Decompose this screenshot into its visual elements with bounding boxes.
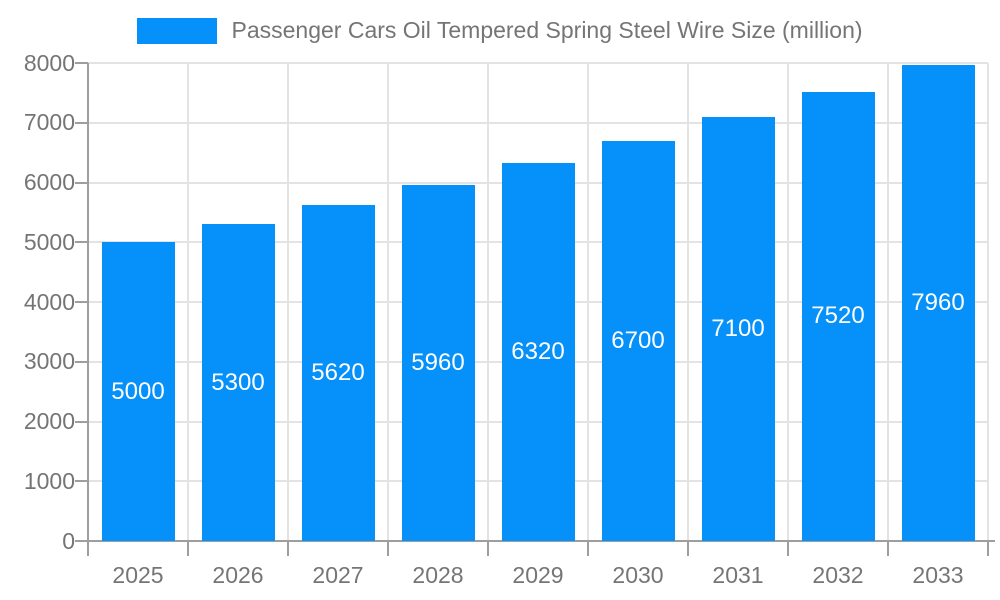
gridline-vertical [287, 63, 289, 541]
bar-value-label: 7100 [711, 314, 765, 342]
x-tick-mark [987, 541, 989, 556]
gridline-horizontal [88, 62, 988, 64]
y-axis-tick-label: 6000 [23, 169, 75, 195]
bar-value-label: 5960 [411, 348, 465, 376]
x-axis-tick-label: 2029 [512, 562, 564, 588]
x-axis-tick-label: 2026 [212, 562, 264, 588]
bar-value-label: 5620 [311, 359, 365, 387]
x-axis-line [75, 540, 995, 542]
x-tick-mark [787, 541, 789, 556]
bar-value-label: 6320 [511, 338, 565, 366]
chart-legend: Passenger Cars Oil Tempered Spring Steel… [0, 17, 1000, 44]
y-tick-mark [75, 301, 88, 303]
bar: 6320 [501, 163, 575, 541]
bar: 7960 [901, 65, 975, 541]
x-tick-mark [87, 541, 89, 556]
x-tick-mark [587, 541, 589, 556]
x-axis-tick-label: 2032 [812, 562, 864, 588]
bar-value-label: 7960 [911, 289, 965, 317]
y-tick-mark [75, 62, 88, 64]
x-axis-tick-label: 2031 [712, 562, 764, 588]
x-axis-tick-label: 2025 [112, 562, 164, 588]
x-tick-mark [287, 541, 289, 556]
gridline-vertical [387, 63, 389, 541]
y-axis-tick-label: 7000 [23, 109, 75, 136]
gridline-vertical [487, 63, 489, 541]
x-tick-mark [487, 541, 489, 556]
bar: 5300 [201, 224, 275, 541]
gridline-vertical [587, 63, 589, 541]
y-tick-mark [75, 181, 88, 184]
y-tick-mark [75, 420, 88, 423]
bar-value-label: 6700 [611, 326, 665, 354]
gridline-vertical [187, 63, 189, 541]
y-axis-tick-label: 1000 [23, 467, 75, 494]
gridline-horizontal [88, 121, 988, 124]
legend-series-title: Passenger Cars Oil Tempered Spring Steel… [231, 17, 863, 43]
y-axis-tick-label: 0 [62, 527, 75, 554]
x-axis-tick-label: 2030 [612, 562, 664, 588]
x-tick-mark [387, 541, 389, 556]
x-tick-mark [887, 541, 889, 556]
bar: 7100 [701, 116, 775, 541]
bar-value-label: 7520 [811, 302, 865, 330]
y-tick-mark [75, 480, 88, 483]
x-tick-mark [187, 541, 189, 556]
x-axis-tick-label: 2027 [312, 562, 364, 588]
bar-value-label: 5000 [111, 377, 165, 405]
y-tick-mark [75, 241, 88, 244]
x-axis-tick-label: 2033 [912, 562, 964, 588]
bar: 5000 [101, 242, 175, 541]
bar-value-label: 5300 [211, 368, 265, 396]
y-tick-mark [75, 121, 88, 124]
y-axis-tick-label: 2000 [23, 408, 75, 434]
gridline-vertical [987, 63, 989, 541]
y-axis-tick-label: 4000 [23, 288, 75, 315]
gridline-vertical [687, 63, 689, 541]
bar: 5960 [401, 184, 475, 541]
y-axis-line [87, 63, 89, 556]
bar: 6700 [601, 140, 675, 541]
legend-swatch [137, 17, 218, 44]
gridline-vertical [787, 63, 789, 541]
y-axis-tick-label: 3000 [23, 348, 75, 375]
x-tick-mark [687, 541, 689, 556]
y-tick-mark [75, 540, 88, 542]
bar: 5620 [301, 205, 375, 541]
bar: 7520 [801, 91, 875, 541]
y-axis-tick-label: 5000 [23, 228, 75, 255]
x-axis-tick-label: 2028 [412, 562, 464, 588]
y-axis-tick-label: 8000 [23, 49, 75, 76]
y-tick-mark [75, 360, 88, 363]
gridline-vertical [887, 63, 889, 541]
